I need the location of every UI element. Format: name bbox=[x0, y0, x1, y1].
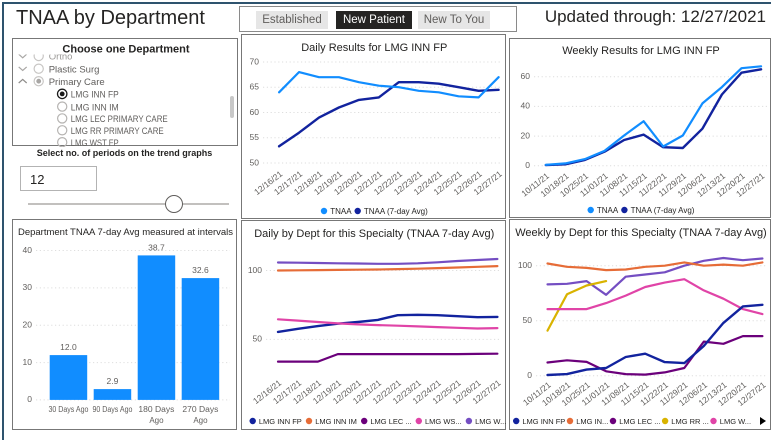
svg-text:TNAA (7-day Avg): TNAA (7-day Avg) bbox=[631, 206, 695, 215]
svg-text:Ago: Ago bbox=[149, 416, 164, 425]
svg-text:40: 40 bbox=[521, 100, 531, 110]
svg-text:LMG INN IM: LMG INN IM bbox=[70, 102, 118, 113]
svg-text:270 Days: 270 Days bbox=[182, 405, 218, 414]
svg-text:Plastic Surg: Plastic Surg bbox=[48, 64, 99, 75]
svg-text:Choose one Department: Choose one Department bbox=[62, 43, 189, 55]
svg-text:Daily Results for LMG INN FP: Daily Results for LMG INN FP bbox=[301, 42, 447, 54]
svg-text:60: 60 bbox=[250, 107, 260, 117]
svg-text:TNAA (7-day Avg): TNAA (7-day Avg) bbox=[364, 207, 428, 216]
svg-text:50: 50 bbox=[523, 315, 533, 325]
svg-text:20: 20 bbox=[23, 319, 33, 329]
svg-text:60: 60 bbox=[521, 70, 531, 80]
svg-text:40: 40 bbox=[23, 244, 33, 254]
svg-text:LMG RR ...: LMG RR ... bbox=[671, 417, 709, 426]
svg-text:100: 100 bbox=[518, 260, 532, 270]
svg-text:LMG WST FP: LMG WST FP bbox=[70, 137, 118, 146]
svg-text:30: 30 bbox=[23, 282, 33, 292]
svg-text:LMG INN FP: LMG INN FP bbox=[70, 89, 118, 100]
svg-text:55: 55 bbox=[250, 132, 260, 142]
svg-text:90 Days Ago: 90 Days Ago bbox=[92, 405, 132, 414]
svg-text:12.0: 12.0 bbox=[60, 342, 77, 352]
svg-text:TNAA: TNAA bbox=[597, 206, 619, 215]
svg-text:LMG LEC ...: LMG LEC ... bbox=[619, 417, 660, 426]
svg-text:0: 0 bbox=[525, 160, 530, 170]
svg-text:50: 50 bbox=[250, 157, 260, 167]
svg-text:38.7: 38.7 bbox=[148, 242, 165, 252]
svg-text:Daily by Dept for this Special: Daily by Dept for this Specialty (TNAA 7… bbox=[254, 228, 494, 240]
svg-text:LMG WS...: LMG WS... bbox=[425, 417, 462, 426]
svg-text:LMG W...: LMG W... bbox=[475, 417, 506, 426]
svg-text:Weekly Results for LMG INN FP: Weekly Results for LMG INN FP bbox=[562, 45, 720, 57]
svg-text:Weekly by Dept for this Specia: Weekly by Dept for this Specialty (TNAA … bbox=[515, 227, 766, 239]
svg-text:LMG IN...: LMG IN... bbox=[576, 417, 608, 426]
svg-text:LMG RR PRIMARY CARE: LMG RR PRIMARY CARE bbox=[70, 126, 163, 137]
svg-text:LMG LEC ...: LMG LEC ... bbox=[370, 417, 411, 426]
svg-text:TNAA: TNAA bbox=[330, 207, 352, 216]
svg-text:Primary Care: Primary Care bbox=[48, 76, 104, 87]
svg-text:LMG INN FP: LMG INN FP bbox=[522, 417, 565, 426]
svg-text:30 Days Ago: 30 Days Ago bbox=[48, 405, 88, 414]
svg-text:65: 65 bbox=[250, 81, 260, 91]
svg-text:180 Days: 180 Days bbox=[138, 405, 174, 414]
svg-text:50: 50 bbox=[253, 333, 263, 343]
svg-text:32.6: 32.6 bbox=[192, 265, 209, 275]
svg-text:20: 20 bbox=[521, 130, 531, 140]
svg-text:0: 0 bbox=[527, 370, 532, 380]
svg-text:LMG INN FP: LMG INN FP bbox=[259, 417, 302, 426]
svg-text:Ago: Ago bbox=[193, 416, 208, 425]
svg-text:LMG INN IM: LMG INN IM bbox=[315, 417, 357, 426]
svg-text:10: 10 bbox=[23, 356, 33, 366]
svg-text:100: 100 bbox=[248, 264, 262, 274]
svg-text:LMG W...: LMG W... bbox=[720, 417, 751, 426]
svg-text:LMG LEC PRIMARY CARE: LMG LEC PRIMARY CARE bbox=[70, 114, 167, 125]
svg-text:Department TNAA 7-day Avg meas: Department TNAA 7-day Avg measured at in… bbox=[18, 227, 233, 238]
svg-text:2.9: 2.9 bbox=[107, 376, 119, 386]
svg-text:70: 70 bbox=[250, 56, 260, 66]
svg-text:Ortho: Ortho bbox=[48, 51, 72, 62]
svg-text:0: 0 bbox=[27, 394, 32, 404]
